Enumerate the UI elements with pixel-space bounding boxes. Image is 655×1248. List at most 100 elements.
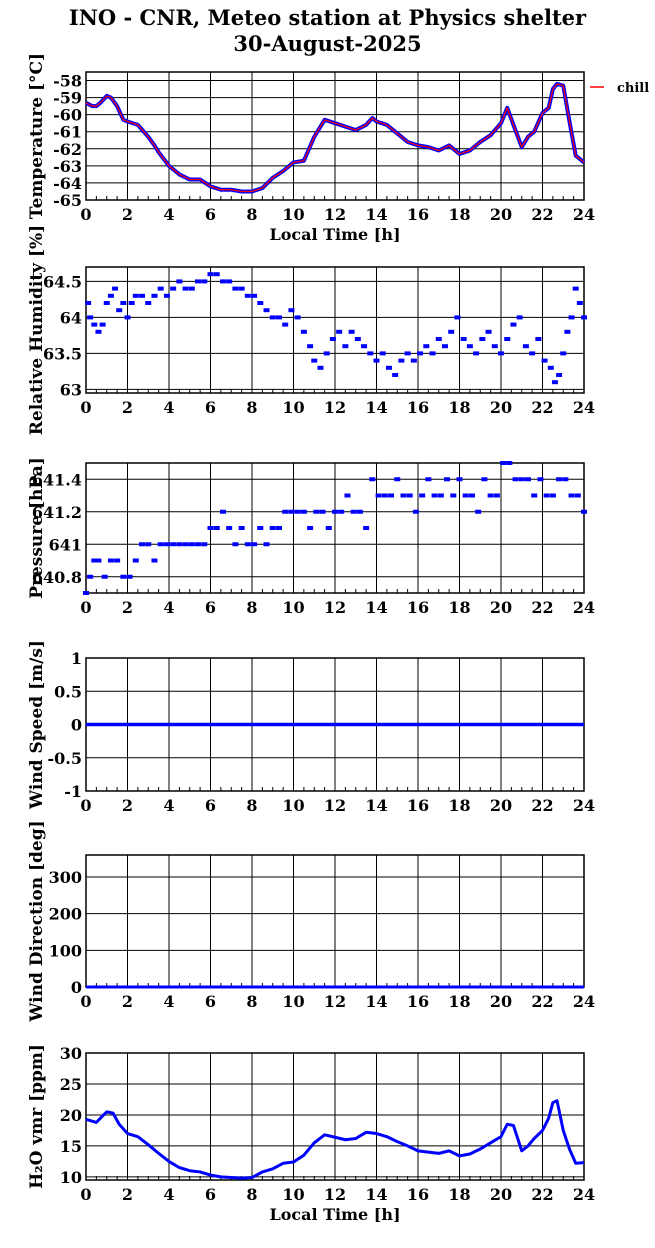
x-tick-label: 12	[324, 796, 346, 815]
y-tick-label: -61	[53, 123, 82, 142]
x-tick-label: 20	[490, 398, 512, 417]
y-tick-label: 15	[60, 1137, 82, 1156]
y-tick-label: 0.5	[54, 682, 82, 701]
data-point	[263, 542, 270, 547]
data-point	[226, 526, 233, 530]
x-tick-label: 10	[282, 598, 304, 617]
x-tick-label: 12	[324, 598, 346, 617]
data-point	[560, 351, 567, 356]
y-tick-label: -62	[53, 140, 82, 159]
data-point	[518, 477, 525, 482]
data-point	[128, 301, 135, 305]
y-tick-label: -65	[53, 191, 82, 210]
data-point	[238, 526, 245, 530]
x-tick-label: 24	[573, 598, 595, 617]
x-tick-label: 12	[324, 992, 346, 1011]
data-point	[195, 279, 202, 284]
data-point	[537, 477, 544, 482]
data-point	[319, 509, 326, 514]
data-point	[213, 272, 220, 277]
data-point	[394, 477, 401, 482]
x-tick-label: 18	[448, 598, 470, 617]
data-point	[145, 301, 152, 305]
x-tick-label: 8	[246, 398, 257, 417]
data-point	[581, 509, 587, 514]
data-point	[107, 558, 114, 563]
data-point	[338, 509, 345, 514]
x-tick-label: 8	[246, 796, 257, 815]
y-tick-label: 300	[49, 868, 82, 887]
data-point	[417, 351, 424, 356]
x-tick-label: 10	[282, 205, 304, 224]
data-point	[475, 509, 482, 514]
data-point	[543, 493, 550, 498]
data-point	[311, 358, 318, 363]
data-point	[381, 493, 388, 498]
data-point	[323, 351, 330, 356]
chart-title: INO - CNR, Meteo station at Physics shel…	[68, 5, 587, 30]
x-tick-label: 22	[531, 992, 553, 1011]
x-tick-label: 16	[407, 796, 429, 815]
data-point	[91, 558, 98, 563]
data-point	[473, 351, 480, 356]
chart-panel-1: 0 2 4 6 8 10 12 14 16 18 20 22 24-65-64-63-62-61-60-…	[27, 53, 649, 244]
data-point	[576, 301, 583, 305]
x-tick-label: 2	[122, 598, 133, 617]
y-tick-label: -60	[53, 106, 82, 125]
data-point	[423, 344, 430, 349]
x-tick-label: 2	[122, 1185, 133, 1204]
data-point	[288, 509, 295, 514]
data-point	[195, 542, 202, 547]
y-tick-label: -59	[53, 89, 82, 108]
data-point	[251, 293, 258, 298]
data-point	[581, 315, 587, 320]
y-tick-label: 641	[49, 535, 82, 554]
x-tick-label: 10	[282, 796, 304, 815]
data-point	[275, 526, 282, 530]
data-point	[151, 558, 158, 563]
data-point	[282, 509, 289, 514]
x-tick-label: 12	[324, 1185, 346, 1204]
data-point	[95, 329, 102, 334]
data-point	[531, 493, 538, 498]
data-point	[307, 344, 314, 349]
data-point	[410, 358, 417, 363]
y-tick-label: 63.5	[43, 344, 82, 363]
chart-panel-2: 0 2 4 6 8 10 12 14 16 18 20 22 246363.56464.5Relativ…	[27, 225, 595, 435]
x-tick-label: 2	[122, 992, 133, 1011]
y-tick-label: 641.2	[32, 503, 82, 522]
data-point	[226, 279, 233, 284]
chart-subtitle: 30-August-2025	[233, 31, 422, 56]
x-tick-label: 8	[246, 1185, 257, 1204]
data-point	[120, 301, 127, 305]
x-tick-label: 4	[163, 205, 174, 224]
data-point	[182, 286, 189, 291]
data-point	[244, 293, 251, 298]
data-point	[163, 542, 170, 547]
data-point	[379, 351, 386, 356]
data-point	[132, 293, 139, 298]
x-tick-label: 22	[531, 796, 553, 815]
data-point	[510, 322, 517, 327]
data-point	[361, 344, 368, 349]
data-point	[564, 329, 571, 334]
x-tick-label: 14	[365, 1185, 387, 1204]
chart-panel-3: 0 2 4 6 8 10 12 14 16 18 20 22 24640.8641641.2641.4P…	[27, 457, 595, 617]
data-point	[201, 279, 208, 284]
data-point	[269, 315, 276, 320]
y-tick-label: 30	[60, 1044, 82, 1063]
data-point	[257, 526, 264, 530]
data-point	[251, 542, 258, 547]
x-tick-label: 8	[246, 992, 257, 1011]
data-point	[151, 293, 158, 298]
x-tick-label: 24	[573, 992, 595, 1011]
data-point	[99, 322, 106, 327]
y-tick-label: -63	[53, 157, 82, 176]
data-point	[325, 526, 332, 530]
y-tick-label: 641.4	[32, 470, 82, 489]
data-point	[288, 308, 295, 313]
x-tick-label: 22	[531, 598, 553, 617]
data-point	[568, 493, 575, 498]
data-point	[170, 542, 177, 547]
